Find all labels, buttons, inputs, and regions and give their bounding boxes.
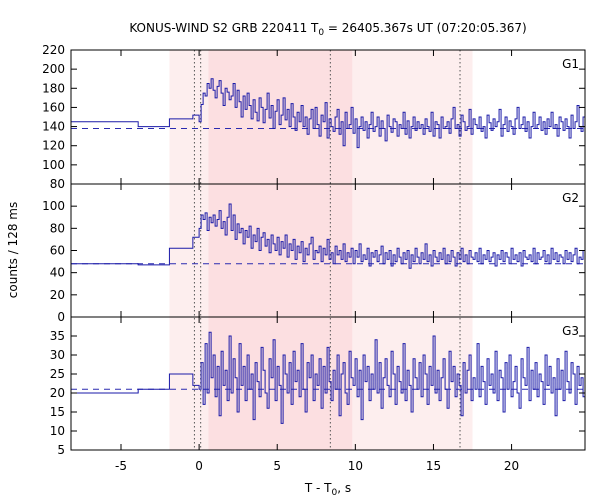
- y-tick-label: 25: [50, 367, 65, 381]
- lightcurve-series-g1: [71, 78, 585, 149]
- y-tick-label: 5: [57, 443, 65, 457]
- y-tick-label: 80: [50, 221, 65, 235]
- panel-frame: [70, 316, 586, 451]
- panel-label: G2: [562, 191, 579, 205]
- y-tick-label: 35: [50, 329, 65, 343]
- panel-label: G1: [562, 57, 579, 71]
- panel-g3: 5 10 15 20 25 30 35 G3: [50, 316, 586, 457]
- shaded-interval-dark: [208, 50, 353, 450]
- x-tick-label: 5: [273, 459, 281, 473]
- y-tick-label: 180: [42, 81, 65, 95]
- x-tick-label: 20: [504, 459, 519, 473]
- y-tick-label: 160: [42, 100, 65, 114]
- y-tick-label: 0: [57, 310, 65, 324]
- panel-label: G3: [562, 324, 579, 338]
- y-tick-label: 60: [50, 244, 65, 258]
- x-tick-label: -5: [115, 459, 127, 473]
- y-tick-label: 10: [50, 424, 65, 438]
- y-tick-label: 100: [42, 199, 65, 213]
- y-axis-label: counts / 128 ms: [6, 202, 20, 298]
- y-tick-label: 30: [50, 348, 65, 362]
- lightcurve-series-g2: [71, 203, 585, 269]
- y-tick-label: 20: [50, 386, 65, 400]
- chart-title: KONUS-WIND S2 GRB 220411 T0 = 26405.367s…: [129, 21, 526, 38]
- y-tick-label: 220: [42, 43, 65, 57]
- y-tick-label: 200: [42, 62, 65, 76]
- x-axis-label: T - T0, s: [304, 481, 351, 498]
- x-tick-label: 15: [426, 459, 441, 473]
- y-tick-label: 40: [50, 266, 65, 280]
- lightcurve-series-g3: [71, 331, 585, 424]
- y-tick-label: 20: [50, 288, 65, 302]
- x-tick-label: 0: [195, 459, 203, 473]
- y-tick-label: 80: [50, 177, 65, 191]
- x-tick-label: 10: [348, 459, 363, 473]
- y-tick-label: 120: [42, 139, 65, 153]
- y-tick-label: 15: [50, 405, 65, 419]
- y-tick-label: 100: [42, 158, 65, 172]
- y-tick-label: 140: [42, 120, 65, 134]
